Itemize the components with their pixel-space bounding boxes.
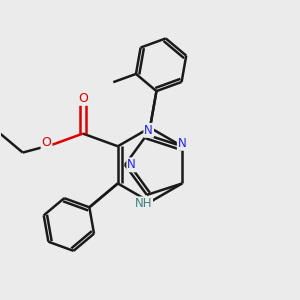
Text: NH: NH: [135, 197, 152, 210]
Text: O: O: [42, 136, 52, 149]
Text: O: O: [78, 92, 88, 105]
Text: N: N: [178, 137, 187, 150]
Text: N: N: [127, 158, 136, 171]
Text: N: N: [144, 124, 153, 137]
